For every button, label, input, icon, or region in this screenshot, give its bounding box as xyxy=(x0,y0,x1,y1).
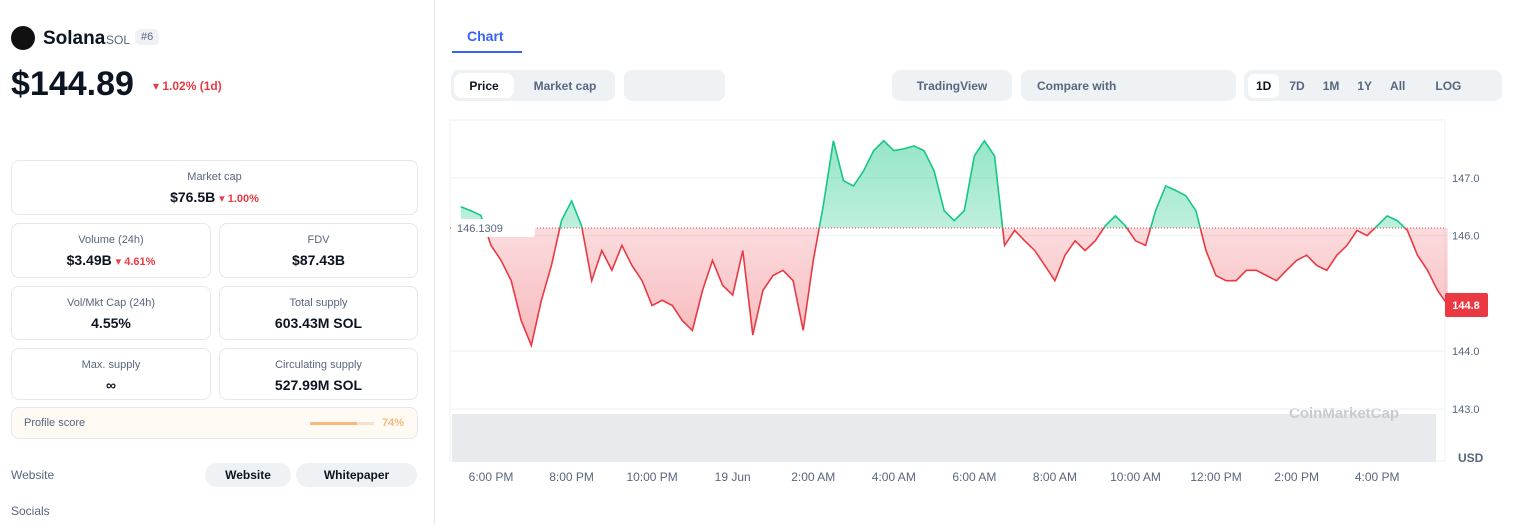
socials-label: Socials xyxy=(11,504,50,518)
stat-change: 4.61% xyxy=(124,256,156,268)
range-button[interactable]: All xyxy=(1390,78,1406,93)
reference-box xyxy=(451,219,535,238)
price-change: ▾ 1.02% (1d) xyxy=(153,79,222,93)
price-button[interactable]: Price xyxy=(454,73,514,98)
stat-label: Volume (24h) xyxy=(78,234,144,246)
stat-value: 4.55% xyxy=(91,315,131,331)
compare-select[interactable]: Compare with xyxy=(1021,70,1236,101)
price: $144.89 xyxy=(11,65,134,103)
stat-card: Volume (24h) $3.49B ▾ 4.61% xyxy=(11,223,211,278)
tab-underline xyxy=(452,51,522,53)
y-tick-label: 146.0 xyxy=(1452,231,1480,243)
stat-card: Market cap $76.5B ▾ 1.00% xyxy=(11,160,418,215)
stat-card: Max. supply ∞ xyxy=(11,348,211,400)
x-tick-label: 4:00 PM xyxy=(1355,470,1400,484)
x-tick-label: 19 Jun xyxy=(715,470,751,484)
stat-label: Total supply xyxy=(289,297,348,309)
last-price-badge xyxy=(1445,292,1488,317)
x-tick-label: 6:00 AM xyxy=(952,470,996,484)
tradingview-button[interactable]: TradingView xyxy=(892,70,1012,101)
range-group: 1D 7D 1M 1Y All LOG xyxy=(1244,70,1502,101)
style-toggle[interactable] xyxy=(624,70,725,101)
stat-value: ∞ xyxy=(106,377,116,393)
range-button[interactable]: 7D xyxy=(1289,78,1305,93)
y-tick-label: 147.0 xyxy=(1452,173,1480,185)
stat-value: 603.43M SOL xyxy=(274,315,363,331)
stat-label: FDV xyxy=(307,234,330,246)
profile-track xyxy=(310,422,374,425)
stat-label: Circulating supply xyxy=(275,359,362,371)
y-tick-label: 143.0 xyxy=(1452,404,1480,416)
profile-label: Profile score xyxy=(24,417,86,429)
watermark: CoinMarketCap xyxy=(1289,405,1399,422)
coin-name: Solana xyxy=(43,28,106,49)
x-tick-label: 8:00 AM xyxy=(1033,470,1077,484)
tab-chart[interactable]: Chart xyxy=(467,28,504,44)
stat-change: 1.00% xyxy=(227,193,259,205)
stat-label: Market cap xyxy=(187,171,242,183)
y-tick-label: 144.0 xyxy=(1452,346,1480,358)
profile-bar xyxy=(310,422,358,425)
range-button[interactable]: 1Y xyxy=(1357,78,1373,93)
currency-label: USD xyxy=(1458,451,1484,465)
stat-number: $3.49B xyxy=(66,252,112,268)
x-tick-label: 8:00 PM xyxy=(549,470,594,484)
line-down xyxy=(484,228,1449,349)
volume-area xyxy=(452,414,1436,462)
market-cap-button[interactable]: Market cap xyxy=(533,78,597,93)
whitepaper-button[interactable]: Whitepaper xyxy=(296,463,417,487)
stat-card: Total supply 603.43M SOL xyxy=(219,286,418,340)
stat-value: $87.43B xyxy=(292,252,345,268)
x-tick-label: 10:00 PM xyxy=(626,470,677,484)
website-button[interactable]: Website xyxy=(205,463,291,487)
website-label: Website xyxy=(11,468,55,482)
stat-value: 527.99M SOL xyxy=(274,377,363,393)
price-change-value: 1.02% (1d) xyxy=(162,79,222,93)
stat-card: FDV $87.43B xyxy=(219,223,418,278)
x-tick-label: 2:00 AM xyxy=(791,470,835,484)
profile-card: Profile score 74% xyxy=(11,407,418,439)
chart: CoinMarketCap USD 143.0 144.0 146.0 147.0 6:… xyxy=(449,119,1488,484)
stat-card: Vol/Mkt Cap (24h) 4.55% xyxy=(11,286,211,340)
x-tick-label: 10:00 AM xyxy=(1110,470,1161,484)
stat-label: Vol/Mkt Cap (24h) xyxy=(66,297,156,309)
area-down xyxy=(460,228,1448,346)
profile-value: 74% xyxy=(382,417,405,429)
coin-rank: #6 xyxy=(135,29,160,45)
line-up xyxy=(460,139,1407,229)
x-tick-label: 2:00 PM xyxy=(1274,470,1319,484)
x-tick-label: 6:00 PM xyxy=(469,470,514,484)
x-tick-label: 4:00 AM xyxy=(872,470,916,484)
divider xyxy=(434,0,435,525)
x-tick-label: 12:00 PM xyxy=(1190,470,1241,484)
stat-label: Max. supply xyxy=(81,359,141,371)
coin-symbol: SOL xyxy=(106,33,131,47)
reference-label: 146.1309 xyxy=(457,223,503,235)
coin-icon xyxy=(11,26,35,50)
range-button[interactable]: 1M xyxy=(1322,78,1340,93)
stat-value: $76.5B ▾ 1.00% xyxy=(170,189,259,205)
stat-value: $3.49B ▾ 4.61% xyxy=(66,252,156,268)
stat-card: Circulating supply 527.99M SOL xyxy=(219,348,418,400)
area-up xyxy=(460,140,1405,229)
last-price-label: 144.8 xyxy=(1452,300,1480,312)
stat-number: $76.5B xyxy=(170,189,216,205)
range-button[interactable]: 1D xyxy=(1248,73,1280,98)
range-button[interactable]: LOG xyxy=(1435,78,1462,93)
